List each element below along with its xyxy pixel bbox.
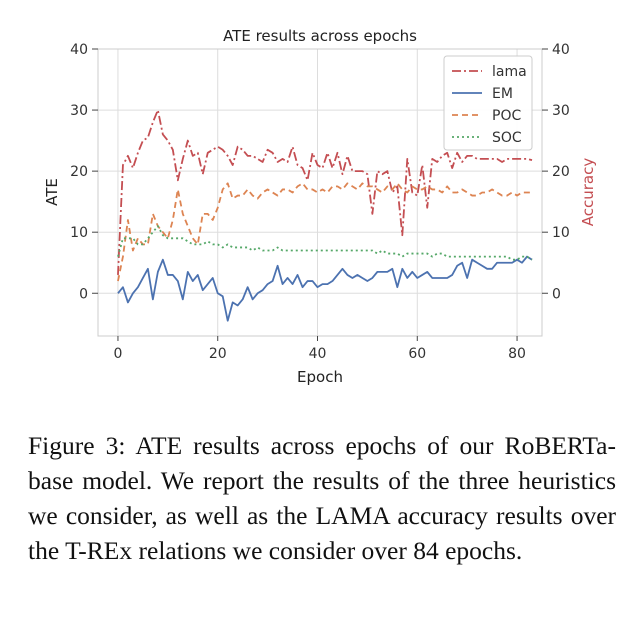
plot-frame [97,48,543,337]
y-tick-label-right: 0 [552,286,561,302]
series-line-em [117,255,533,322]
chart-title: ATE results across epochs [223,27,417,45]
axes-layer: 0 20 40 60 80 0 10 20 30 40 0 10 20 30 40 [70,42,570,362]
caption-label: Figure 3: [28,431,126,460]
x-tick-label: 20 [209,346,227,362]
legend-box [443,55,533,151]
y-tick-label-right: 20 [552,164,570,180]
y-axis-label-left: ATE [43,178,61,206]
series-line-soc [117,225,533,261]
y-tick-label-right: 30 [552,103,570,119]
legend-label-poc: POC [492,108,521,124]
y-tick-label-right: 10 [552,225,570,241]
legend-label-soc: SOC [492,130,522,146]
y-tick-label-right: 40 [552,42,570,58]
y-axis-label-right: Accuracy [579,158,597,227]
series-layer [117,109,533,322]
legend: lama EM POC SOC [443,55,533,151]
caption-text: ATE results across epochs of our RoBERTa… [28,431,616,565]
y-tick-label-left: 20 [70,164,88,180]
y-tick-label-left: 10 [70,225,88,241]
x-tick-label: 40 [309,346,327,362]
figure-caption: Figure 3: ATE results across epochs of ou… [28,428,616,568]
x-tick-label: 0 [113,346,122,362]
x-tick-label: 80 [508,346,526,362]
ate-line-chart: 0 20 40 60 80 0 10 20 30 40 0 10 20 30 40 ATE results … [43,27,597,386]
legend-label-lama: lama [492,64,527,80]
y-tick-label-left: 30 [70,103,88,119]
y-tick-label-left: 0 [79,286,88,302]
series-line-poc [117,182,533,282]
y-tick-label-left: 40 [70,42,88,58]
x-axis-label: Epoch [297,368,343,386]
legend-label-em: EM [492,86,513,102]
series-line-lama [117,109,533,275]
x-tick-label: 60 [408,346,426,362]
